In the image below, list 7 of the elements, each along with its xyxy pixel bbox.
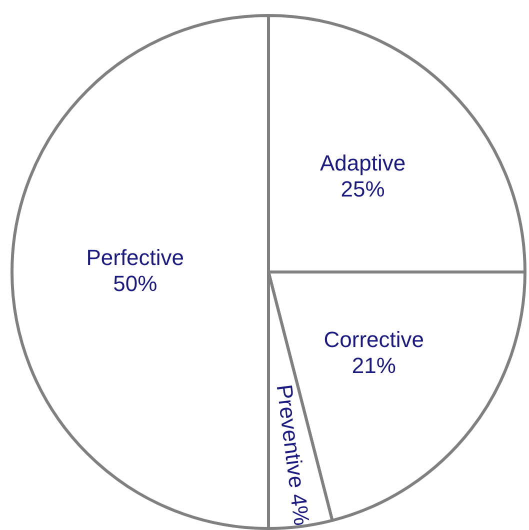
- data-label: 25%: [340, 176, 385, 202]
- slice-label: Corrective: [324, 326, 424, 352]
- slice-label: Perfective: [86, 245, 184, 270]
- slice-label: Preventive 4%: [272, 383, 314, 527]
- data-label: 21%: [352, 352, 396, 378]
- slice-label: Adaptive: [320, 150, 406, 176]
- data-label: 50%: [113, 271, 158, 296]
